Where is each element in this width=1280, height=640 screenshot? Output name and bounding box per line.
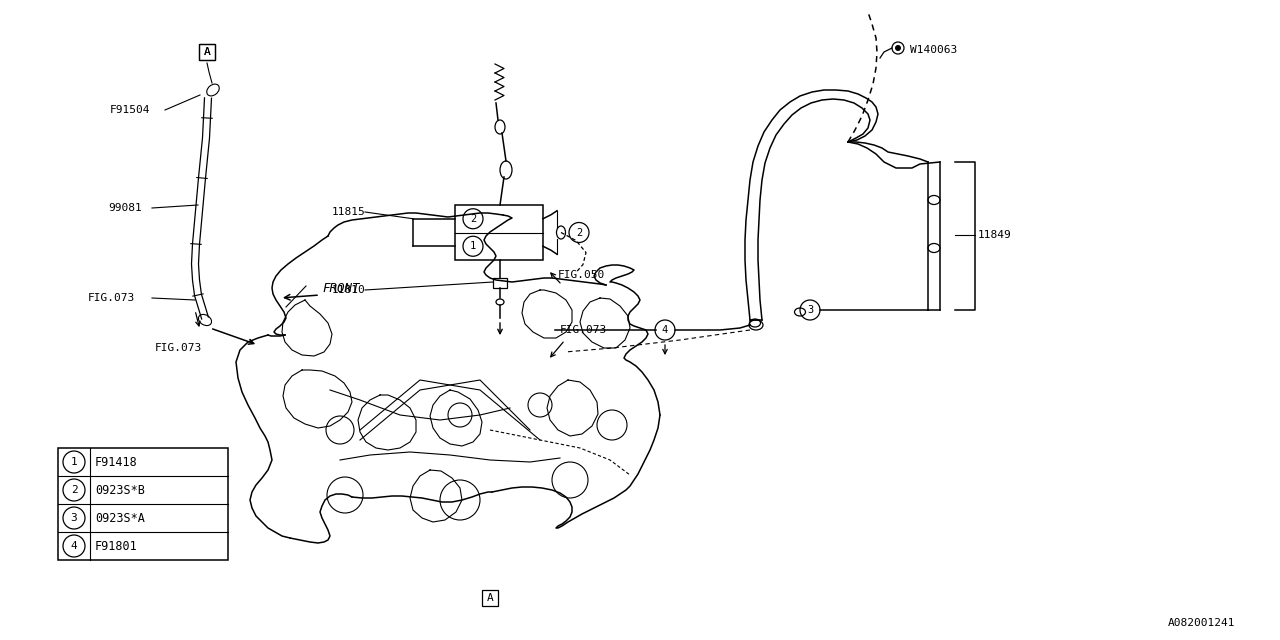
Text: 2: 2	[576, 227, 582, 237]
Text: 99081: 99081	[108, 203, 142, 213]
Text: W140063: W140063	[910, 45, 957, 55]
Text: 4: 4	[662, 325, 668, 335]
Text: 0923S*B: 0923S*B	[95, 483, 145, 497]
Text: A: A	[486, 593, 493, 603]
Text: 11815: 11815	[332, 207, 365, 217]
Text: 1: 1	[70, 457, 77, 467]
Circle shape	[895, 45, 901, 51]
Bar	[58, 448, 228, 560]
Text: 3: 3	[70, 513, 77, 523]
Text: FRONT: FRONT	[323, 282, 360, 294]
Bar	[198, 44, 215, 60]
Text: A: A	[204, 47, 210, 57]
Text: 2: 2	[70, 485, 77, 495]
Bar	[454, 205, 543, 260]
Text: FIG.073: FIG.073	[561, 325, 607, 335]
Bar	[198, 44, 215, 60]
Text: FIG.073: FIG.073	[88, 293, 136, 303]
Text: 1: 1	[470, 241, 476, 252]
Bar	[483, 590, 498, 606]
Text: 0923S*A: 0923S*A	[95, 511, 145, 525]
Text: A: A	[204, 47, 210, 57]
Text: 2: 2	[470, 214, 476, 224]
Text: FIG.050: FIG.050	[558, 270, 605, 280]
Bar	[493, 278, 507, 288]
Text: FIG.073: FIG.073	[155, 343, 202, 353]
Text: 3: 3	[806, 305, 813, 315]
Text: F91801: F91801	[95, 540, 138, 552]
Text: F91418: F91418	[95, 456, 138, 468]
Text: 11849: 11849	[978, 230, 1011, 240]
Text: 11810: 11810	[332, 285, 365, 295]
Text: A082001241: A082001241	[1167, 618, 1235, 628]
Text: F91504: F91504	[110, 105, 151, 115]
Text: 4: 4	[70, 541, 77, 551]
